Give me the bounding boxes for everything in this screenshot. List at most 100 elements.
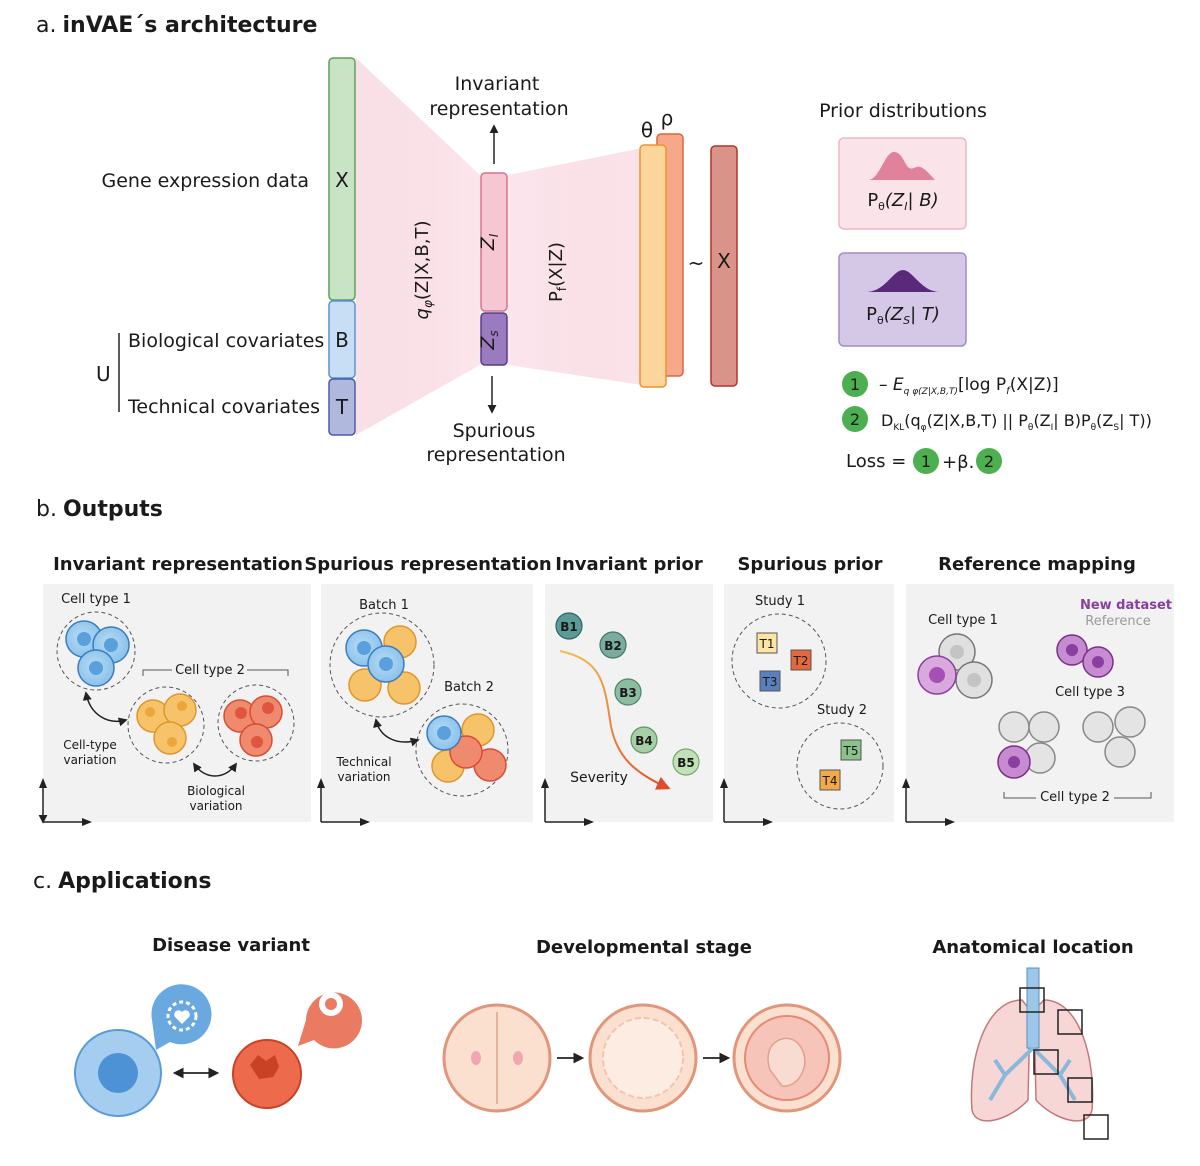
inv-cell-type-1: Cell type 1 — [61, 592, 131, 607]
spurious-rep-line1: Spurious — [453, 420, 536, 442]
t3-box — [759, 670, 781, 692]
t5-label: T5 — [843, 744, 859, 758]
study-2-cluster — [796, 722, 884, 810]
invariant-prior-formula: Pθ(ZI| B) — [867, 190, 938, 213]
theta-bar — [639, 144, 667, 388]
inv-celltype2-bracket — [142, 669, 289, 676]
zi-latent-bar — [480, 172, 508, 312]
app-disease-title: Disease variant — [152, 935, 310, 956]
section-c-heading: c. Applications — [33, 869, 212, 894]
loss-term-1: – Eq φ(Z|X,B,T)[log Pf(X|Z)] — [879, 375, 1059, 397]
trachea-icon — [1026, 967, 1040, 1049]
ref-cluster-1-cells — [917, 633, 993, 699]
loss-badge-2b-num: 2 — [984, 452, 994, 471]
inv-bio-var-1: Biological — [187, 784, 245, 798]
loss-badge-2b — [976, 448, 1002, 474]
x-output-label: X — [717, 249, 731, 273]
t1-label: T1 — [759, 637, 775, 651]
node-b2: B2 — [604, 639, 622, 653]
left-lung-icon — [970, 999, 1031, 1122]
inv-orange-cells — [136, 693, 197, 755]
spu-batch2-cells — [426, 713, 507, 783]
reference-label: Reference — [1085, 614, 1150, 629]
encoder-funnel — [356, 58, 480, 435]
severity-label: Severity — [570, 770, 628, 786]
inv-bio-var-arrow — [192, 762, 238, 777]
study-1-label: Study 1 — [755, 594, 805, 609]
t5-box — [840, 739, 862, 761]
app-development-title: Developmental stage — [536, 937, 752, 958]
inv-cluster-2a — [127, 686, 205, 764]
tech-covariates-label: Technical covariates — [127, 396, 320, 418]
virus-bubble-icon — [298, 992, 362, 1049]
inv-celltype-var-arrow — [82, 691, 128, 727]
inv-celltype-var-1: Cell-type — [63, 738, 117, 752]
gear-icon — [166, 1000, 198, 1032]
zs-latent-bar — [480, 312, 508, 366]
ref-cell-type-1: Cell type 1 — [928, 613, 998, 628]
inv-celltype-var-2: variation — [63, 753, 116, 767]
inv-bio-var-2: variation — [189, 799, 242, 813]
t2-box — [790, 649, 812, 671]
rho-label: ρ — [661, 106, 674, 130]
spurious-prior-box — [838, 252, 967, 347]
bio-covariates-label: Biological covariates — [128, 330, 324, 352]
study-2-label: Study 2 — [817, 703, 867, 718]
app-anatomy-title: Anatomical location — [932, 937, 1133, 958]
x-input-label: X — [335, 168, 349, 192]
ref-cluster-3-cells — [1056, 634, 1114, 678]
axes-group — [43, 785, 948, 822]
loss-badge-1 — [842, 371, 868, 397]
panel-title-reference: Reference mapping — [938, 554, 1136, 575]
panel-title-invariant: Invariant representation — [53, 554, 303, 575]
bronchi-icon — [988, 1046, 1077, 1102]
decoder-funnel — [508, 148, 642, 385]
spurious-prior-formula: Pθ(ZS| T) — [866, 304, 940, 327]
t4-label: T4 — [822, 774, 838, 788]
b-input-label: B — [335, 328, 349, 352]
loss-badge-1b-num: 1 — [921, 452, 931, 471]
invariant-rep-line1: Invariant — [455, 73, 540, 95]
spu-tech-var-2: variation — [337, 770, 390, 784]
invprior-nodes — [555, 612, 700, 776]
ref-cluster-2-cells — [997, 706, 1146, 779]
theta-label: θ — [641, 118, 653, 142]
t-input-label: T — [335, 395, 349, 419]
panel-title-spurious-prior: Spurious prior — [737, 554, 882, 575]
ref-celltype2-bracket — [1003, 792, 1152, 799]
spu-tech-var-1: Technical — [335, 755, 391, 769]
loss-badge-1b — [913, 448, 939, 474]
inv-red-cells — [223, 695, 283, 757]
severity-curve — [559, 650, 671, 790]
new-dataset-label: New dataset — [1080, 598, 1172, 613]
inv-cell-type-2: Cell type 2 — [175, 663, 245, 678]
gene-expression-label: Gene expression data — [101, 170, 309, 192]
zs-label: Zs — [477, 330, 501, 350]
study-1-cluster — [731, 613, 827, 709]
loss-badge-1-num: 1 — [850, 375, 860, 394]
node-b3: B3 — [619, 686, 637, 700]
ref-cell-type-2: Cell type 2 — [1040, 790, 1110, 805]
diseased-nucleus — [250, 1055, 279, 1079]
decoder-label: Pf(X|Z) — [546, 242, 569, 302]
encoder-label: qφ(Z|X,B,T) — [412, 221, 435, 320]
spu-cluster-1 — [329, 612, 435, 718]
healthy-nucleus — [98, 1053, 138, 1093]
panel-title-invariant-prior: Invariant prior — [555, 554, 703, 575]
invariant-prior-box — [838, 137, 967, 230]
loss-term-2: DKL(qφ(Z|X,B,T) || Pθ(ZI| B)Pθ(ZS| T)) — [881, 411, 1152, 433]
heart-icon — [174, 1010, 190, 1024]
spu-batch1-cells — [345, 625, 421, 705]
invariant-prior-curve — [868, 151, 935, 180]
right-lung-icon — [1033, 999, 1094, 1122]
x-input-bar — [328, 57, 356, 301]
spu-batch-1: Batch 1 — [359, 598, 409, 613]
node-b4: B4 — [635, 734, 653, 748]
panel-spuprior-bg — [724, 584, 894, 822]
spu-tech-var-arrow — [373, 718, 420, 747]
b-input-bar — [328, 300, 356, 379]
priors-title: Prior distributions — [819, 100, 987, 122]
t3-label: T3 — [762, 675, 778, 689]
panel-reference-bg — [906, 584, 1174, 822]
